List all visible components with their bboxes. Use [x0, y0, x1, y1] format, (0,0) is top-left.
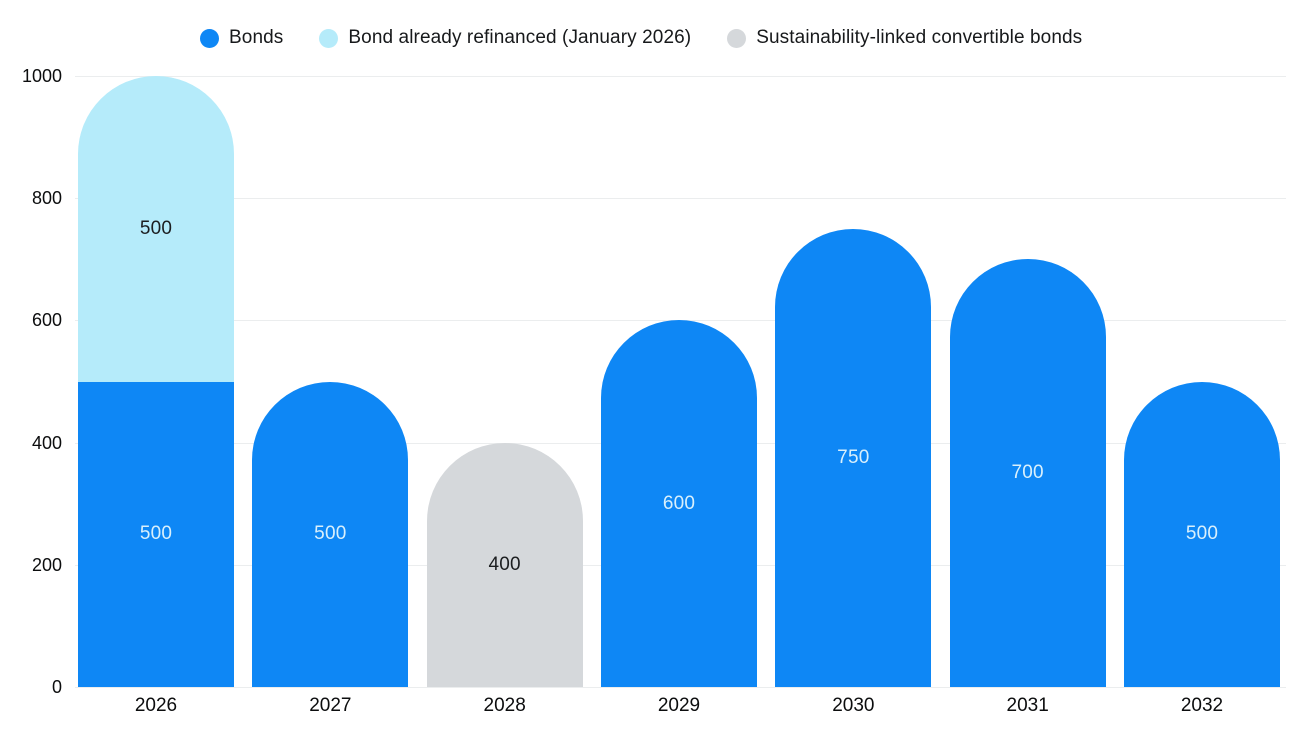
- bar-segment: 500: [1124, 381, 1280, 687]
- bar-segment: 750: [775, 228, 932, 687]
- x-axis-tick-label: 2029: [657, 695, 701, 716]
- bar-segment: 500: [78, 381, 234, 687]
- y-axis-tick-label: 400: [31, 432, 62, 453]
- bar-2030: 750: [775, 76, 932, 687]
- x-axis: 2026 2027 2028 2029 2030 2031 2032: [78, 694, 1280, 722]
- bar-2032: 500: [1124, 76, 1280, 687]
- x-axis-tick-label: 2032: [1180, 695, 1224, 716]
- bar-value-label: 400: [488, 553, 521, 575]
- gridline: [75, 198, 1286, 200]
- bar-value-label: 500: [139, 523, 173, 545]
- x-axis-tick-label: 2031: [1006, 695, 1049, 716]
- legend-label-sustainability: Sustainability-linked convertible bonds: [756, 27, 1083, 48]
- bar-value-label: 750: [837, 446, 870, 468]
- legend-label-refinanced: Bond already refinanced (January 2026): [348, 27, 692, 48]
- legend-item-sustainability: Sustainability-linked convertible bonds: [727, 27, 1082, 49]
- y-axis-tick-label: 600: [31, 310, 62, 331]
- x-axis-tick-label: 2027: [309, 695, 352, 716]
- legend-swatch-sustainability-icon: [727, 28, 747, 48]
- x-axis-tick-label: 2028: [483, 695, 526, 716]
- x-axis-tick-label: 2030: [832, 695, 875, 716]
- y-axis-tick-label: 200: [31, 554, 62, 575]
- plot-area: 500 500 500 400 600 750 700 500: [75, 76, 1286, 688]
- legend-swatch-bonds-icon: [200, 28, 219, 48]
- legend-item-bonds: Bonds: [200, 27, 283, 49]
- bar-2028: 400: [426, 76, 583, 687]
- bar-value-label: 500: [1185, 523, 1219, 545]
- bar-segment: 500: [78, 76, 234, 382]
- y-axis-tick-label: 800: [31, 188, 62, 209]
- bar-2031: 700: [949, 76, 1106, 687]
- bar-value-label: 700: [1011, 462, 1044, 484]
- bar-value-label: 600: [662, 492, 696, 514]
- chart-legend: Bonds Bond already refinanced (January 2…: [200, 27, 1082, 49]
- bar-segment: 700: [949, 259, 1106, 687]
- y-axis-tick-label: 0: [51, 677, 62, 697]
- bar-2027: 500: [252, 76, 409, 687]
- gridline: [75, 687, 1286, 688]
- bar-2029: 600: [601, 76, 757, 687]
- bar-segment: 500: [252, 381, 409, 687]
- bar-2026: 500 500: [78, 76, 234, 687]
- legend-swatch-refinanced-icon: [319, 28, 339, 48]
- x-axis-tick-label: 2026: [134, 695, 178, 716]
- y-axis-tick-label: 1000: [21, 66, 62, 86]
- bar-segment: 400: [426, 442, 583, 687]
- bar-segment: 600: [601, 320, 757, 687]
- legend-item-refinanced: Bond already refinanced (January 2026): [319, 27, 691, 49]
- bar-value-label: 500: [314, 523, 347, 545]
- bar-value-label: 500: [139, 217, 173, 239]
- gridline: [75, 76, 1286, 77]
- legend-label-bonds: Bonds: [229, 27, 284, 48]
